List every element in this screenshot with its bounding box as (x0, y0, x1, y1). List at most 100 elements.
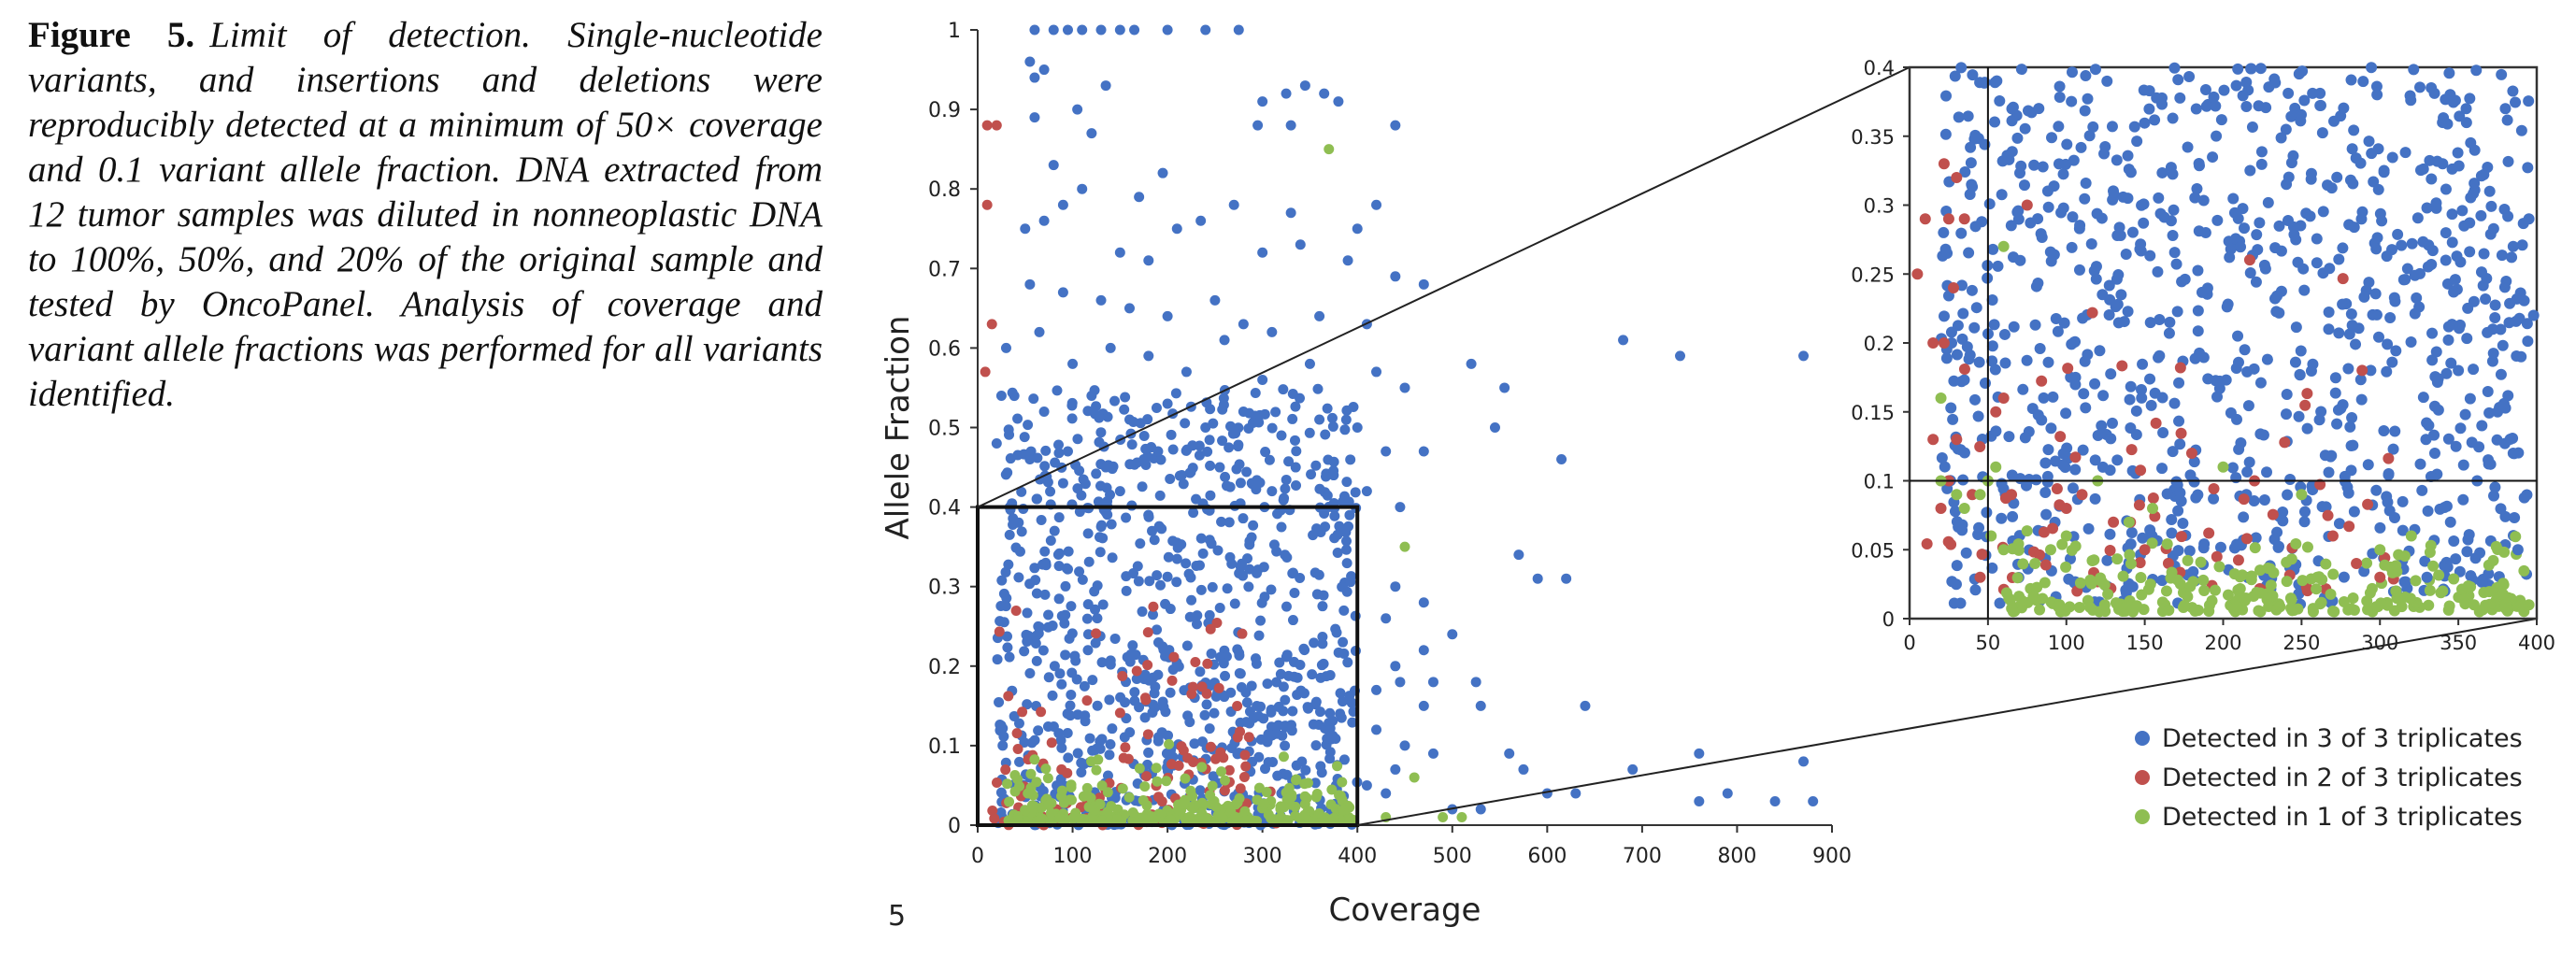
inset-x-tick-label: 150 (2126, 632, 2164, 654)
inset-point-detected-1of3 (2163, 605, 2175, 617)
inset-point-detected-1of3 (2073, 602, 2085, 614)
data-point-detected-3of3 (1226, 558, 1238, 569)
data-point-detected-3of3 (1504, 748, 1515, 759)
inset-point-detected-1of3 (2483, 586, 2496, 598)
data-point-detected-3of3 (1255, 615, 1267, 626)
data-point-detected-1of3 (1151, 763, 1162, 774)
data-point-detected-3of3 (1267, 422, 1278, 434)
legend-marker (2135, 731, 2150, 746)
inset-point-detected-3of3 (2136, 392, 2148, 404)
data-point-detected-3of3 (1105, 659, 1116, 670)
data-point-detected-3of3 (1040, 445, 1052, 456)
inset-point-detected-3of3 (2164, 316, 2176, 328)
figure-label: Figure 5. (28, 15, 195, 55)
data-point-detected-3of3 (1281, 769, 1293, 780)
data-point-detected-3of3 (1105, 738, 1116, 749)
inset-point-detected-3of3 (2145, 399, 2157, 411)
inset-point-detected-3of3 (2254, 63, 2267, 75)
inset-point-detected-1of3 (2189, 605, 2201, 617)
data-point-detected-2of3 (1117, 671, 1128, 682)
inset-point-detected-3of3 (2523, 213, 2535, 225)
data-point-detected-1of3 (1299, 778, 1310, 790)
data-point-detected-3of3 (1181, 366, 1192, 378)
inset-point-detected-3of3 (2096, 420, 2108, 432)
data-point-detected-3of3 (1341, 586, 1352, 597)
inset-point-detected-3of3 (2444, 516, 2456, 528)
inset-point-detected-3of3 (1981, 506, 1993, 519)
data-point-detected-3of3 (1086, 390, 1097, 401)
inset-point-detected-3of3 (1986, 293, 1998, 306)
data-point-detected-3of3 (1154, 490, 1166, 501)
inset-point-detected-1of3 (2174, 578, 2186, 590)
inset-point-detected-3of3 (2381, 365, 2393, 378)
data-point-detected-3of3 (1106, 519, 1117, 530)
inset-point-detected-1of3 (2281, 576, 2293, 588)
inset-point-detected-3of3 (2182, 141, 2194, 153)
data-point-detected-3of3 (1042, 721, 1053, 733)
data-point-detected-3of3 (1209, 294, 1221, 306)
inset-point-detected-3of3 (2345, 439, 2357, 451)
inset-point-detected-3of3 (2346, 143, 2358, 155)
inset-point-detected-1of3 (2468, 599, 2480, 611)
inset-point-detected-3of3 (2097, 461, 2109, 473)
data-point-detected-2of3 (1120, 742, 1131, 753)
inset-point-detected-3of3 (2271, 526, 2283, 538)
data-point-detected-3of3 (1308, 719, 1319, 730)
data-point-detected-3of3 (1320, 429, 1331, 440)
data-point-detected-3of3 (1134, 192, 1145, 203)
inset-point-detected-1of3 (2066, 544, 2078, 556)
inset-point-detected-3of3 (2454, 422, 2467, 435)
inset-point-detected-2of3 (2175, 427, 2187, 439)
data-point-detected-3of3 (1050, 457, 1061, 468)
inset-point-detected-3of3 (2156, 575, 2168, 587)
inset-point-detected-3of3 (2245, 63, 2257, 75)
data-point-detected-3of3 (1181, 558, 1192, 569)
inset-point-detected-3of3 (2075, 141, 2087, 153)
inset-point-detected-3of3 (2078, 388, 2090, 400)
inset-point-detected-3of3 (2082, 349, 2094, 361)
inset-point-detected-3of3 (2022, 105, 2034, 117)
inset-point-detected-3of3 (2448, 286, 2460, 298)
inset-point-detected-3of3 (2170, 476, 2182, 488)
data-point-detected-3of3 (1281, 474, 1292, 485)
data-point-detected-3of3 (1072, 709, 1083, 720)
inset-point-detected-3of3 (2357, 76, 2369, 88)
inset-point-detected-3of3 (2416, 484, 2428, 496)
inset-point-detected-3of3 (1998, 328, 2011, 340)
data-point-detected-3of3 (1335, 688, 1346, 699)
x-tick-label: 800 (1717, 845, 1756, 868)
data-point-detected-3of3 (1207, 581, 1218, 592)
data-point-detected-3of3 (1295, 239, 1306, 250)
data-point-detected-2of3 (1012, 744, 1023, 755)
data-point-detected-3of3 (1285, 120, 1296, 131)
inset-point-detected-3of3 (2144, 250, 2156, 262)
inset-point-detected-1of3 (2254, 564, 2266, 577)
x-tick-label: 400 (1338, 845, 1377, 868)
inset-point-detected-1of3 (1997, 240, 2010, 252)
inset-point-detected-3of3 (2207, 151, 2219, 164)
data-point-detected-3of3 (1149, 688, 1160, 699)
data-point-detected-3of3 (1143, 511, 1154, 522)
data-point-detected-3of3 (1148, 609, 1159, 621)
x-tick-label: 500 (1433, 845, 1472, 868)
data-point-detected-3of3 (1152, 624, 1163, 635)
data-point-detected-3of3 (1092, 613, 1103, 624)
inset-point-detected-3of3 (2032, 213, 2044, 225)
inset-point-detected-3of3 (2443, 67, 2455, 79)
data-point-detected-3of3 (1182, 710, 1194, 721)
data-point-detected-1of3 (1004, 796, 1015, 807)
inset-point-detected-2of3 (2039, 559, 2052, 571)
inset-point-detected-3of3 (2172, 505, 2184, 517)
inset-point-detected-3of3 (2428, 448, 2440, 459)
data-point-detected-3of3 (1208, 418, 1219, 429)
data-point-detected-3of3 (1047, 621, 1058, 632)
inset-point-detected-3of3 (2038, 392, 2050, 404)
inset-point-detected-1of3 (2338, 596, 2350, 608)
inset-point-detected-3of3 (2414, 458, 2426, 470)
inset-point-detected-3of3 (2442, 321, 2454, 333)
inset-point-detected-3of3 (2389, 295, 2401, 307)
data-point-detected-1of3 (1117, 783, 1128, 794)
inset-point-detected-3of3 (2063, 573, 2075, 585)
inset-point-detected-3of3 (2348, 506, 2360, 518)
data-point-detected-1of3 (1091, 764, 1102, 776)
